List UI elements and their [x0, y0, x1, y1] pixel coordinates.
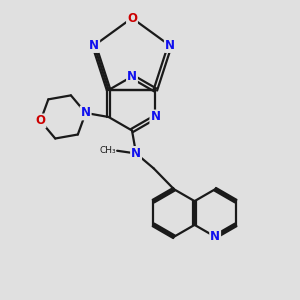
Text: N: N [165, 39, 175, 52]
Text: N: N [210, 230, 220, 243]
Text: N: N [150, 110, 161, 124]
Text: N: N [81, 106, 91, 119]
Text: N: N [127, 70, 137, 83]
Text: O: O [35, 114, 46, 128]
Text: N: N [89, 39, 99, 52]
Text: O: O [127, 11, 137, 25]
Text: CH₃: CH₃ [99, 146, 116, 155]
Text: N: N [131, 147, 141, 160]
